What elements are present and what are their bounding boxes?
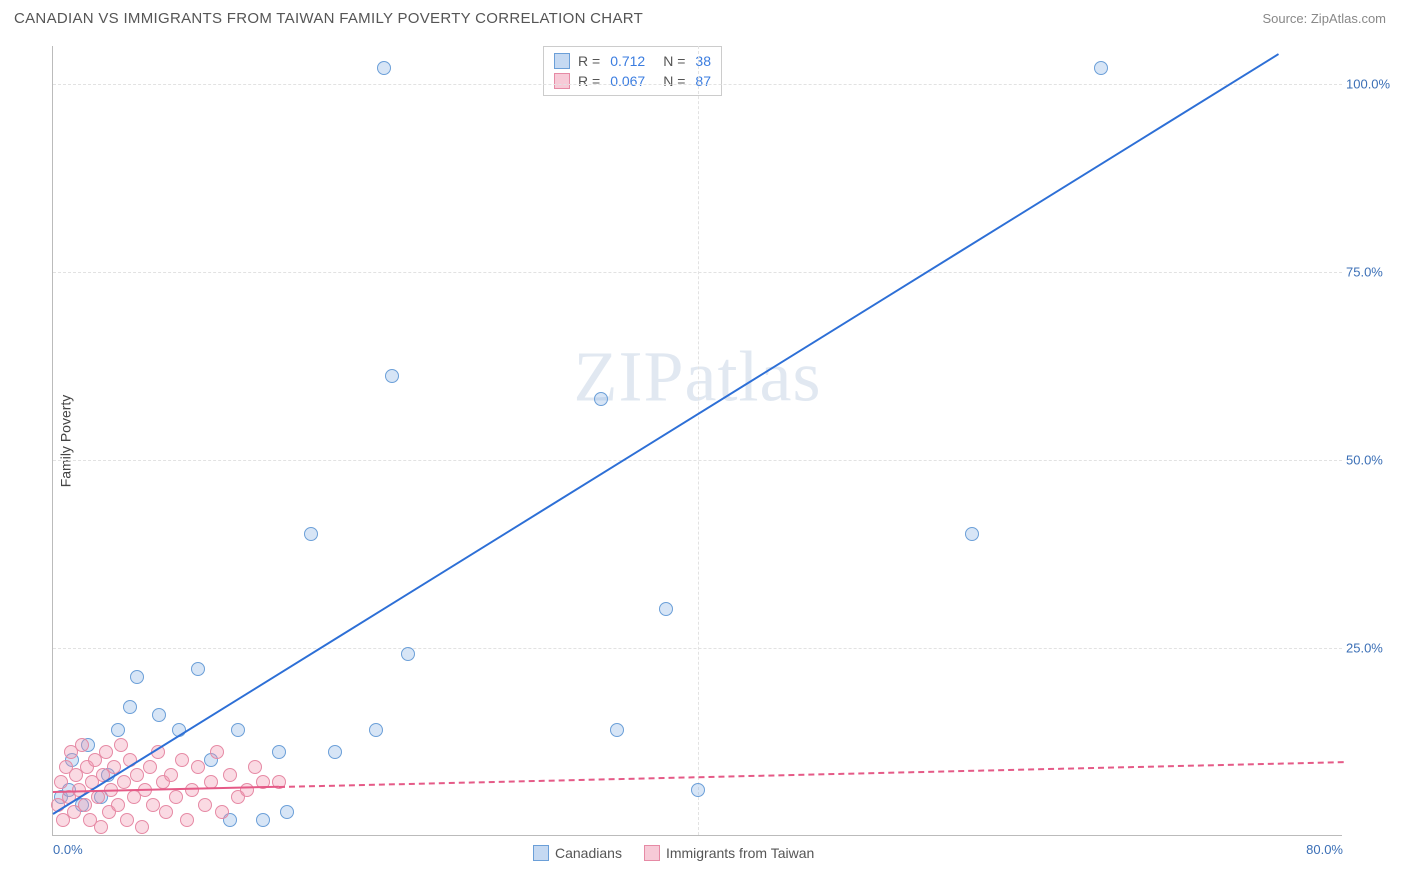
y-tick-label: 75.0% [1346, 264, 1392, 279]
data-point [210, 745, 224, 759]
data-point [401, 647, 415, 661]
data-point [610, 723, 624, 737]
stat-r-value: 0.712 [610, 53, 645, 69]
legend-label: Immigrants from Taiwan [666, 845, 814, 861]
data-point [135, 820, 149, 834]
data-point [78, 798, 92, 812]
y-tick-label: 25.0% [1346, 640, 1392, 655]
data-point [594, 392, 608, 406]
legend-item: Canadians [533, 845, 622, 861]
data-point [659, 602, 673, 616]
y-tick-label: 50.0% [1346, 452, 1392, 467]
data-point [191, 662, 205, 676]
data-point [169, 790, 183, 804]
data-point [198, 798, 212, 812]
legend-item: Immigrants from Taiwan [644, 845, 814, 861]
data-point [111, 723, 125, 737]
data-point [1094, 61, 1108, 75]
data-point [164, 768, 178, 782]
data-point [152, 708, 166, 722]
plot-area: Family Poverty ZIPatlas R =0.712N =38R =… [52, 46, 1342, 836]
data-point [304, 527, 318, 541]
data-point [130, 670, 144, 684]
stats-legend-row: R =0.067N =87 [554, 71, 711, 91]
data-point [99, 745, 113, 759]
data-point [280, 805, 294, 819]
data-point [143, 760, 157, 774]
header: CANADIAN VS IMMIGRANTS FROM TAIWAN FAMIL… [0, 0, 1406, 31]
data-point [130, 768, 144, 782]
data-point [965, 527, 979, 541]
data-point [91, 790, 105, 804]
stat-r-value: 0.067 [610, 73, 645, 89]
regression-line [52, 54, 1279, 816]
x-tick-label: 0.0% [53, 842, 83, 857]
y-tick-label: 100.0% [1346, 76, 1392, 91]
source-attribution: Source: ZipAtlas.com [1262, 11, 1386, 26]
data-point [180, 813, 194, 827]
data-point [111, 798, 125, 812]
stat-r-label: R = [578, 73, 600, 89]
data-point [114, 738, 128, 752]
y-axis-label: Family Poverty [57, 394, 73, 487]
stats-legend-row: R =0.712N =38 [554, 51, 711, 71]
data-point [377, 61, 391, 75]
data-point [159, 805, 173, 819]
data-point [75, 738, 89, 752]
watermark-prefix: ZIP [574, 337, 685, 417]
data-point [369, 723, 383, 737]
regression-line [279, 761, 1343, 788]
data-point [256, 813, 270, 827]
stat-n-label: N = [663, 73, 685, 89]
legend-swatch [554, 73, 570, 89]
chart-title: CANADIAN VS IMMIGRANTS FROM TAIWAN FAMIL… [14, 10, 643, 27]
data-point [123, 700, 137, 714]
data-point [231, 723, 245, 737]
x-tick-label: 80.0% [1306, 842, 1343, 857]
data-point [691, 783, 705, 797]
data-point [385, 369, 399, 383]
data-point [120, 813, 134, 827]
data-point [191, 760, 205, 774]
data-point [146, 798, 160, 812]
legend-swatch [554, 53, 570, 69]
chart-container: Family Poverty ZIPatlas R =0.712N =38R =… [52, 46, 1388, 836]
data-point [54, 775, 68, 789]
stats-legend: R =0.712N =38R =0.067N =87 [543, 46, 722, 96]
legend-swatch [533, 845, 549, 861]
data-point [272, 745, 286, 759]
bottom-legend: Canadians Immigrants from Taiwan [533, 845, 814, 861]
gridline-vertical [698, 46, 699, 835]
legend-swatch [644, 845, 660, 861]
data-point [94, 820, 108, 834]
legend-label: Canadians [555, 845, 622, 861]
data-point [328, 745, 342, 759]
data-point [223, 768, 237, 782]
data-point [248, 760, 262, 774]
stat-n-label: N = [663, 53, 685, 69]
data-point [215, 805, 229, 819]
data-point [117, 775, 131, 789]
stat-r-label: R = [578, 53, 600, 69]
data-point [240, 783, 254, 797]
data-point [175, 753, 189, 767]
